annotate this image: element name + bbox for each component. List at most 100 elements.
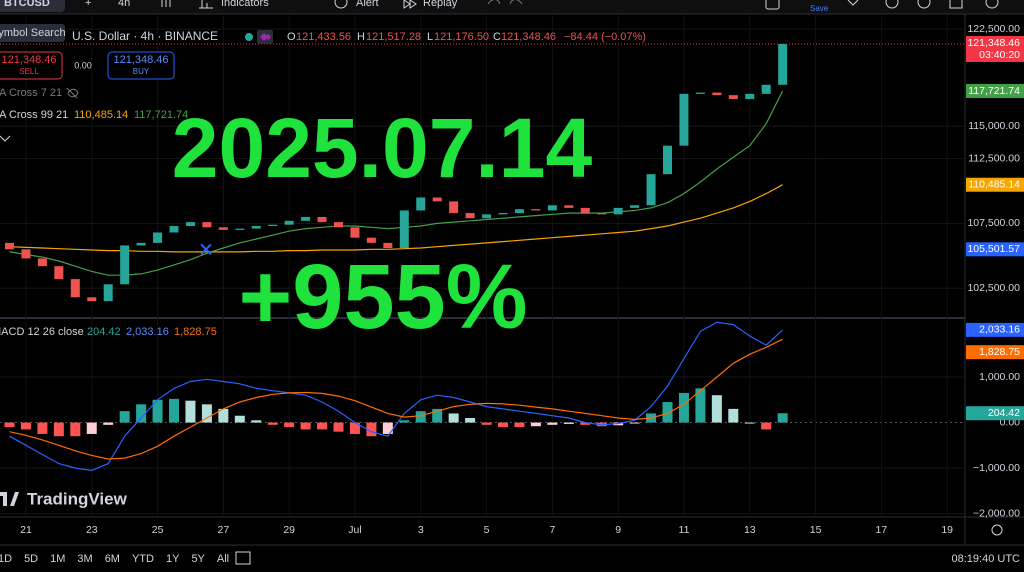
add-symbol[interactable]: + <box>85 0 91 9</box>
replay-button[interactable]: Replay <box>423 0 458 9</box>
date-tick-label: 25 <box>152 524 164 536</box>
symbol-description: U.S. Dollar · 4h · BINANCE <box>72 29 218 43</box>
signal-label-bg <box>966 345 1024 360</box>
macd-bar <box>70 422 81 437</box>
indicators-icon[interactable] <box>199 0 213 9</box>
candle-body <box>103 284 113 302</box>
candle-body <box>663 145 672 175</box>
candle-body <box>136 242 146 246</box>
range-button[interactable]: All <box>217 553 229 565</box>
plot <box>0 43 965 472</box>
range-button[interactable]: 5D <box>24 553 38 565</box>
date-range-icon[interactable] <box>235 551 251 565</box>
macd-bar <box>317 422 328 430</box>
interval[interactable]: 4h <box>118 0 130 9</box>
macd-bar <box>498 422 508 428</box>
candle-body <box>70 279 80 298</box>
date-tick-label: 11 <box>679 524 690 536</box>
indicator-name: MA Cross 7 21 <box>0 87 62 99</box>
candle-body <box>597 213 607 215</box>
o-label: O <box>287 31 296 43</box>
macd-bar <box>152 399 163 423</box>
macd-bar <box>119 411 130 423</box>
macd-bar <box>481 422 492 425</box>
candle-body <box>37 258 47 267</box>
alert-icon[interactable] <box>334 0 348 9</box>
candle-body <box>580 207 590 214</box>
search-icon[interactable] <box>885 0 899 9</box>
macd-bar <box>53 422 64 437</box>
range-button[interactable]: 6M <box>105 553 120 565</box>
date-tick-label: 27 <box>218 524 230 536</box>
fullscreen-icon[interactable] <box>949 0 963 9</box>
spread: 0.00 <box>74 60 92 70</box>
range-button[interactable]: YTD <box>132 553 154 565</box>
macd-bar <box>37 422 48 434</box>
l-label: L <box>427 31 433 43</box>
sell-label[interactable]: SELL <box>19 67 39 76</box>
macd-tick-label: 1,000.00 <box>979 371 1020 383</box>
candle-body <box>120 245 130 285</box>
sell-price[interactable]: 121,348.46 <box>1 54 56 66</box>
macd-bar <box>728 408 739 423</box>
macd-bar <box>761 422 772 430</box>
save-label[interactable]: Save <box>810 4 829 13</box>
symbol-button[interactable] <box>0 0 65 12</box>
range-button[interactable]: 1D <box>0 553 12 565</box>
collapse-icon[interactable] <box>0 135 11 142</box>
ma-fast-label: 117,721.74 <box>968 85 1020 97</box>
undo-redo[interactable] <box>487 0 523 5</box>
macd-line <box>9 321 784 472</box>
alert-button[interactable]: Alert <box>356 0 379 9</box>
macd-bar <box>169 398 179 423</box>
macd-bar <box>432 408 443 423</box>
sell-button[interactable] <box>0 51 63 80</box>
toolbar: BTCUSD + 4h Indicators Alert Replay Save <box>0 0 1024 14</box>
macd-tick-label: −1,000.00 <box>973 462 1020 474</box>
candle-body <box>498 213 508 215</box>
macd-bar <box>333 422 344 432</box>
candle-body <box>366 237 376 243</box>
macd-label: 2,033.16 <box>979 324 1020 336</box>
candle-body <box>712 92 722 96</box>
range-button[interactable]: 1M <box>50 553 65 565</box>
macd-bar <box>580 422 591 425</box>
close-value: 121,348.46 <box>501 31 556 43</box>
macd-bar <box>218 408 229 423</box>
overlay-date: 2025.07.14 <box>172 101 593 195</box>
settings-icon[interactable] <box>917 0 931 9</box>
buy-label[interactable]: BUY <box>133 67 150 76</box>
layout-icon[interactable] <box>765 0 780 10</box>
replay-icon[interactable] <box>403 0 417 9</box>
grid <box>0 14 965 517</box>
macd-bar <box>284 422 295 428</box>
range-bar: 1D 5D 1M 3M 6M YTD 1Y 5Y All <box>0 553 229 565</box>
price-tick-label: 107,500.00 <box>967 217 1020 229</box>
macd-bar <box>185 400 196 423</box>
symbol[interactable]: BTCUSD <box>4 0 50 9</box>
range-button[interactable]: 5Y <box>191 553 205 565</box>
candle-body <box>449 201 459 214</box>
buy-price[interactable]: 121,348.46 <box>113 54 168 66</box>
save-menu[interactable] <box>847 0 859 6</box>
candle-body <box>728 95 738 100</box>
date-tick-label: 13 <box>744 524 756 536</box>
range-button[interactable]: 1Y <box>166 553 180 565</box>
ma-slow-label-bg <box>966 177 1024 192</box>
indicator-value: 110,485.14 <box>74 109 128 121</box>
indicators-button[interactable]: Indicators <box>221 0 269 9</box>
candle-body <box>284 220 294 225</box>
range-button[interactable]: 3M <box>77 553 92 565</box>
snapshot-icon[interactable] <box>985 0 999 9</box>
c-label: C <box>493 31 501 43</box>
candle-body <box>613 207 623 215</box>
toolbar-bg <box>0 0 1024 14</box>
candle-body <box>54 266 64 280</box>
macd-bar <box>662 402 673 423</box>
buy-button[interactable] <box>107 51 175 80</box>
chart-type-icon[interactable] <box>161 0 171 7</box>
hide-icon[interactable] <box>66 87 79 99</box>
candle-body <box>153 232 163 243</box>
axis-settings[interactable] <box>991 524 1003 536</box>
macd-label-bg <box>966 322 1024 337</box>
